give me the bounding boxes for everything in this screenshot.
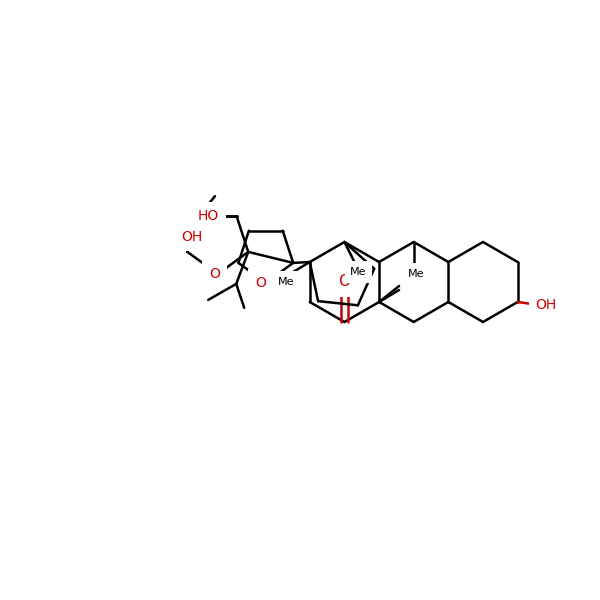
- Text: Me: Me: [350, 267, 367, 277]
- Text: OH: OH: [182, 230, 203, 244]
- Text: HO: HO: [197, 209, 218, 223]
- Text: Me: Me: [278, 277, 294, 287]
- Text: O: O: [255, 276, 266, 290]
- Text: Me: Me: [407, 269, 424, 279]
- Text: OH: OH: [536, 298, 557, 312]
- Text: O: O: [209, 267, 220, 281]
- Text: O: O: [338, 275, 350, 289]
